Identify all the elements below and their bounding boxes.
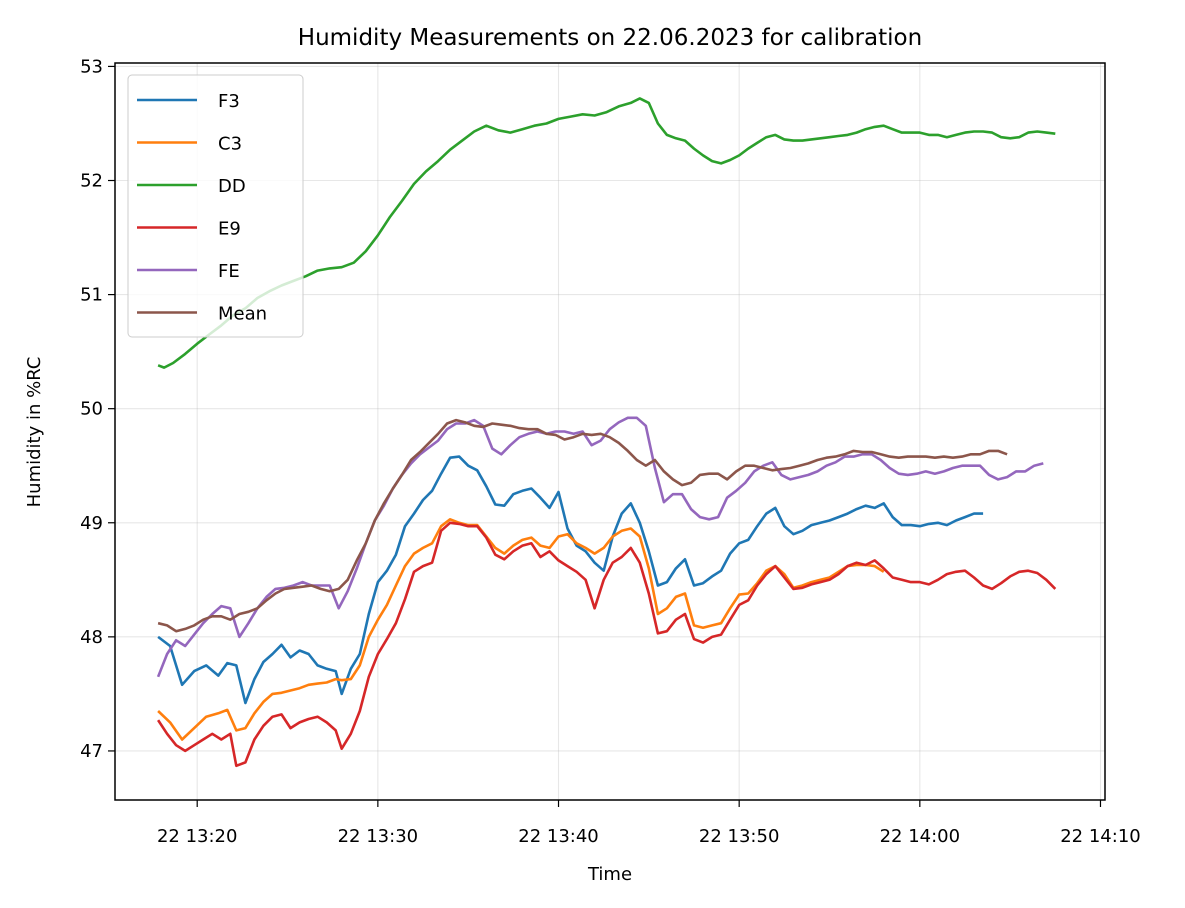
y-tick-label: 49 (80, 513, 103, 534)
legend-box (127, 74, 304, 338)
series-line-dd (157, 97, 1056, 369)
y-tick-label: 47 (80, 741, 103, 762)
x-axis-ticks: 22 13:20 22 13:30 22 13:40 22 13:50 22 14:00… (157, 800, 1141, 847)
y-axis-label: Humidity in %RC (24, 357, 45, 508)
legend-label-f3: F3 (218, 91, 240, 112)
y-tick-label: 53 (80, 56, 103, 77)
x-tick-label: 22 14:10 (1060, 826, 1141, 847)
legend-label-fe: FE (218, 261, 240, 282)
series-lines (156, 97, 1057, 768)
x-tick-label: 22 13:50 (699, 826, 780, 847)
series-line-mean (157, 418, 1008, 633)
series-line-e9 (157, 521, 1057, 768)
y-tick-label: 51 (80, 285, 103, 306)
legend-label-mean: Mean (218, 304, 267, 325)
x-axis-label: Time (587, 864, 632, 885)
legend-label-c3: C3 (218, 134, 242, 155)
legend-label-dd: DD (218, 176, 246, 197)
y-axis-ticks: 47 48 49 50 51 52 53 (80, 56, 115, 762)
x-tick-label: 22 13:30 (338, 826, 419, 847)
y-tick-label: 48 (80, 627, 103, 648)
series-line-f3 (157, 455, 984, 705)
y-tick-label: 50 (80, 399, 103, 420)
plot-frame (114, 62, 1106, 801)
legend-label-e9: E9 (218, 219, 241, 240)
x-tick-label: 22 13:40 (518, 826, 599, 847)
x-tick-label: 22 13:20 (157, 826, 238, 847)
chart-title: Humidity Measurements on 22.06.2023 for … (298, 25, 922, 51)
series-line-c3 (157, 518, 885, 741)
x-tick-label: 22 14:00 (880, 826, 961, 847)
legend: F3 C3 DD E9 FE Mean (127, 74, 304, 338)
y-tick-label: 52 (80, 171, 103, 192)
series-line-fe (156, 416, 1044, 678)
